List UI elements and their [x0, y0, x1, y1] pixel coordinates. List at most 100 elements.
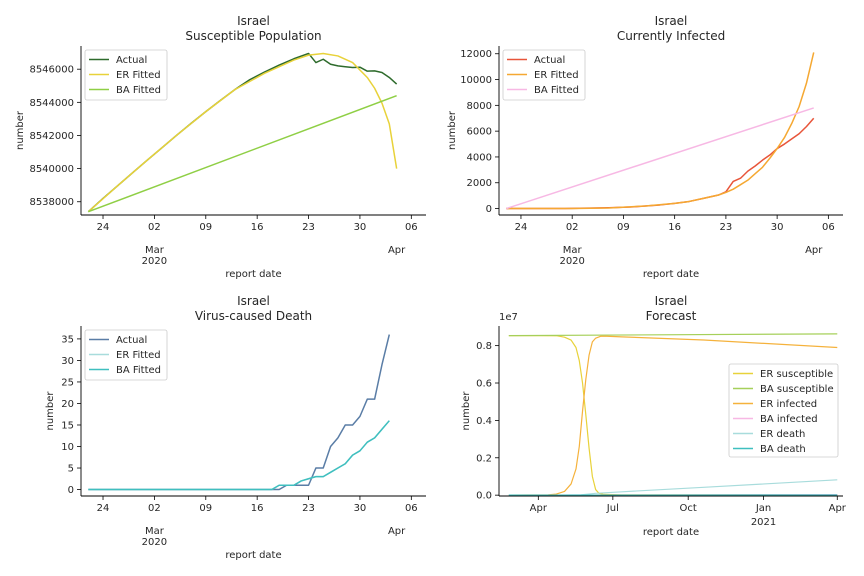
series-line-ba-fitted — [88, 420, 390, 491]
x-tick-label: 06 — [822, 222, 835, 233]
y-tick-label: 35 — [61, 334, 74, 345]
series-line-er-fitted — [506, 52, 815, 210]
y-tick-label: 0.6 — [476, 379, 492, 390]
x-tick-label: 24 — [97, 222, 110, 233]
y-tick-label: 0.4 — [476, 416, 492, 427]
x-tick-label: Jul — [606, 503, 619, 514]
y-tick-label: 4000 — [467, 152, 492, 163]
legend-label-ba-fitted: BA Fitted — [534, 85, 579, 96]
x-tick-label: 23 — [302, 222, 315, 233]
x-tick-sublabel: 2020 — [142, 256, 167, 267]
y-axis-label: number — [461, 391, 472, 431]
x-axis-label: report date — [225, 550, 281, 561]
y-offset-label: 1e7 — [499, 312, 518, 323]
x-tick-label: Jan — [755, 503, 771, 514]
y-axis-label: number — [45, 391, 56, 431]
legend-label-ba-infected: BA infected — [760, 414, 818, 425]
legend-label-er-fitted: ER Fitted — [534, 70, 579, 81]
y-axis-label: number — [15, 110, 26, 150]
y-tick-label: 25 — [61, 377, 74, 388]
y-tick-label: 10 — [61, 442, 74, 453]
x-tick-label: 16 — [251, 503, 264, 514]
legend-label-actual: Actual — [116, 55, 147, 66]
x-tick-label: 06 — [405, 222, 418, 233]
series-group — [88, 334, 391, 491]
chart-country: Israel — [237, 14, 270, 28]
x-tick-label: 02 — [566, 222, 579, 233]
y-tick-label: 8542000 — [29, 131, 74, 142]
y-tick-label: 5 — [68, 464, 74, 475]
x-tick-sublabel: 2020 — [142, 537, 167, 548]
x-tick-label: 16 — [251, 222, 264, 233]
x-tick-label: 09 — [199, 503, 212, 514]
y-tick-label: 8546000 — [29, 65, 74, 76]
x-tick-label: 06 — [405, 503, 418, 514]
x-tick-label: 23 — [302, 503, 315, 514]
x-tick-label: 30 — [354, 222, 367, 233]
chart-country: Israel — [655, 294, 688, 308]
x-axis-label: report date — [643, 269, 699, 280]
x-tick-label: 02 — [148, 503, 161, 514]
x-tick-sublabel: Mar — [145, 245, 165, 256]
legend-label-actual: Actual — [116, 335, 147, 346]
chart-country: Israel — [237, 294, 270, 308]
legend-label-ba-fitted: BA Fitted — [116, 85, 161, 96]
series-line-er-fitted — [88, 420, 390, 491]
y-tick-label: 20 — [61, 399, 74, 410]
y-tick-label: 12000 — [460, 49, 492, 60]
x-tick-sublabel: Apr — [388, 526, 406, 537]
legend-label-er-fitted: ER Fitted — [116, 350, 161, 361]
legend: Actual ER Fitted BA Fitted — [502, 49, 586, 101]
legend-label-ba-susceptible: BA susceptible — [760, 384, 834, 395]
x-tick-label: 02 — [148, 222, 161, 233]
legend-label-er-fitted: ER Fitted — [116, 70, 161, 81]
legend-label-ba-death: BA death — [760, 444, 806, 455]
y-tick-label: 0 — [68, 485, 74, 496]
series-group — [87, 52, 398, 213]
legend: Actual ER Fitted BA Fitted — [84, 329, 168, 381]
y-tick-label: 30 — [61, 356, 74, 367]
y-tick-label: 8540000 — [29, 164, 74, 175]
series-line-ba-susceptible — [508, 333, 838, 337]
legend: Actual ER Fitted BA Fitted — [84, 49, 168, 101]
legend-label-er-infected: ER infected — [760, 399, 817, 410]
legend-label-ba-fitted: BA Fitted — [116, 365, 161, 376]
y-tick-label: 8544000 — [29, 98, 74, 109]
chart-country: Israel — [655, 14, 688, 28]
series-line-er-fitted — [87, 52, 398, 213]
series-line-ba-fitted — [88, 95, 397, 213]
x-tick-sublabel: 2021 — [751, 517, 776, 528]
y-tick-label: 6000 — [467, 127, 492, 138]
y-tick-label: 10000 — [460, 75, 492, 86]
legend-label-actual: Actual — [534, 55, 565, 66]
x-tick-label: Apr — [530, 503, 548, 514]
x-tick-sublabel: Mar — [563, 245, 583, 256]
legend-frame — [502, 49, 586, 101]
chart-title: Currently Infected — [617, 29, 725, 43]
y-tick-label: 0.2 — [476, 453, 492, 464]
legend-label-er-death: ER death — [760, 429, 805, 440]
series-line-ba-fitted — [506, 107, 814, 210]
y-tick-label: 2000 — [467, 178, 492, 189]
y-tick-label: 8000 — [467, 101, 492, 112]
series-group — [508, 333, 838, 496]
legend-label-er-susceptible: ER susceptible — [760, 369, 833, 380]
x-tick-sublabel: 2020 — [559, 256, 584, 267]
y-tick-label: 0.8 — [476, 341, 492, 352]
x-tick-sublabel: Mar — [145, 526, 165, 537]
x-tick-label: Oct — [680, 503, 697, 514]
x-tick-label: 09 — [199, 222, 212, 233]
chart-title: Virus-caused Death — [195, 309, 312, 323]
x-tick-label: 09 — [617, 222, 630, 233]
x-tick-label: 24 — [97, 503, 110, 514]
x-tick-label: 23 — [720, 222, 733, 233]
legend-frame — [728, 363, 839, 458]
y-tick-label: 0 — [486, 204, 492, 215]
x-axis-label: report date — [643, 527, 699, 538]
y-tick-label: 15 — [61, 420, 74, 431]
